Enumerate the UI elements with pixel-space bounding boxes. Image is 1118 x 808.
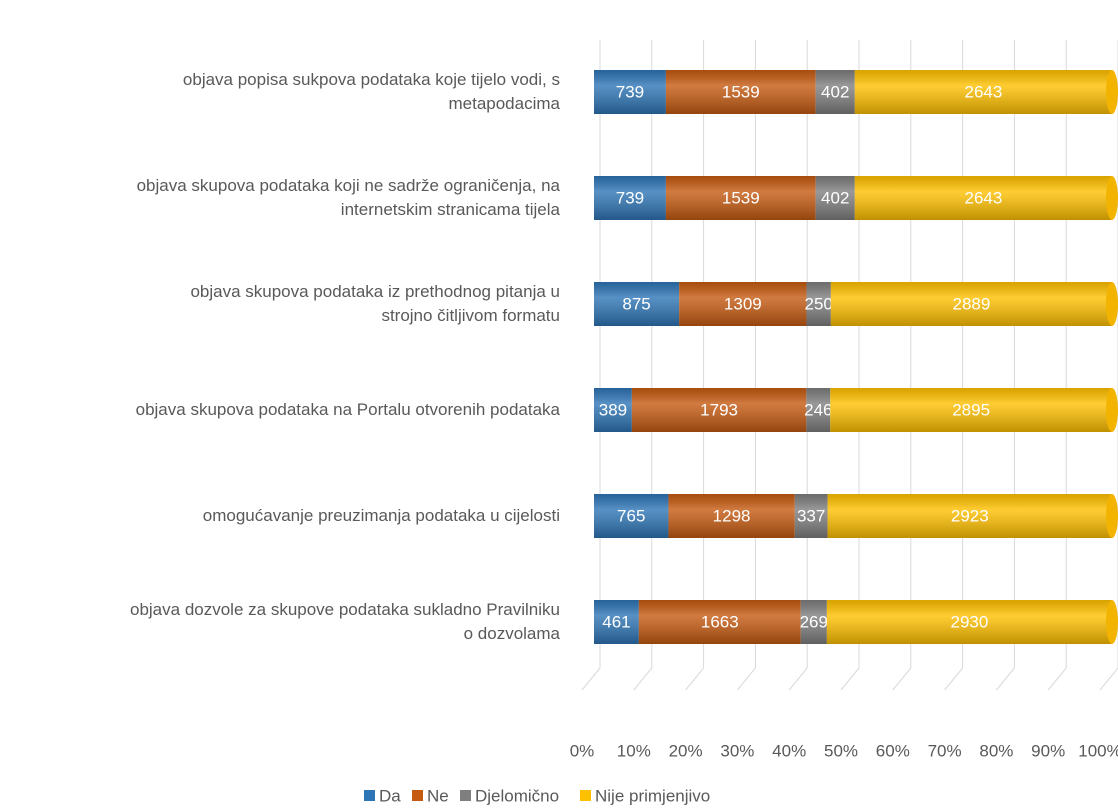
legend-swatch (580, 790, 591, 801)
x-tick-label: 0% (570, 741, 595, 760)
bar-shade (594, 282, 680, 326)
data-label: 461 (602, 612, 630, 631)
data-label: 250 (805, 294, 833, 313)
data-label: 2923 (951, 506, 989, 525)
x-tick-label: 10% (617, 741, 651, 760)
data-label: 246 (804, 400, 832, 419)
x-tick-label: 90% (1031, 741, 1065, 760)
bar-shade (806, 388, 831, 432)
data-label: 269 (800, 612, 828, 631)
bar-shade (826, 600, 1112, 644)
category-label: objava skupova podataka koji ne sadrže o… (136, 176, 560, 219)
x-tick-label: 80% (979, 741, 1013, 760)
bar-shade (827, 494, 1112, 538)
bar-shade (665, 176, 816, 220)
category-label: omogućavanje preuzimanja podataka u cije… (202, 506, 560, 525)
bar-shade (815, 70, 855, 114)
category-label: objava dozvole za skupove podataka sukla… (130, 600, 560, 643)
data-label: 337 (797, 506, 825, 525)
data-label: 2889 (953, 294, 991, 313)
legend-swatch (364, 790, 375, 801)
data-label: 2643 (964, 82, 1002, 101)
x-tick-label: 50% (824, 741, 858, 760)
bar-shade (668, 494, 795, 538)
data-label: 765 (617, 506, 645, 525)
legend-label: Da (379, 786, 401, 805)
bar-shade (594, 176, 666, 220)
legend-swatch (412, 790, 423, 801)
bar-shade (854, 176, 1112, 220)
data-label: 2643 (964, 188, 1002, 207)
bar-shade (830, 388, 1112, 432)
category-label: objava popisa sukpova podataka koje tije… (182, 70, 560, 113)
legend-label: Nije primjenjivo (595, 786, 710, 805)
data-label: 739 (616, 188, 644, 207)
grid-line-3d (1047, 667, 1067, 691)
data-label: 402 (821, 82, 849, 101)
bar-cap (1106, 176, 1118, 220)
bar-shade (594, 70, 666, 114)
data-label: 1298 (713, 506, 751, 525)
data-label: 1793 (700, 400, 738, 419)
data-label: 1539 (722, 188, 760, 207)
bar-cap (1106, 282, 1118, 326)
x-tick-label: 70% (928, 741, 962, 760)
x-tick-label: 100% (1078, 741, 1118, 760)
legend-label: Djelomično (475, 786, 559, 805)
data-label: 1663 (701, 612, 739, 631)
legend-label: Ne (427, 786, 449, 805)
grid-line-3d (737, 667, 756, 691)
grid-line-3d (1099, 667, 1118, 691)
data-label: 739 (616, 82, 644, 101)
data-label: 1539 (722, 82, 760, 101)
bar-shade (594, 388, 632, 432)
x-tick-label: 30% (720, 741, 754, 760)
bar-shade (594, 600, 639, 644)
bar-shade (631, 388, 807, 432)
grid-line-3d (892, 667, 912, 691)
category-label: objava skupova podataka na Portalu otvor… (135, 400, 560, 419)
data-label: 2930 (951, 612, 989, 631)
grid-line-3d (788, 667, 808, 691)
data-label: 402 (821, 188, 849, 207)
bar-shade (806, 282, 831, 326)
category-label: objava skupova podataka iz prethodnog pi… (190, 282, 560, 325)
data-label: 2895 (952, 400, 990, 419)
bar-shade (665, 70, 816, 114)
bar-shade (679, 282, 807, 326)
x-tick-label: 60% (876, 741, 910, 760)
grid-line-3d (840, 667, 860, 691)
data-label: 1309 (724, 294, 762, 313)
bar-cap (1106, 494, 1118, 538)
grid-line-3d (685, 667, 704, 691)
data-label: 389 (599, 400, 627, 419)
bar-cap (1106, 388, 1118, 432)
bar-shade (638, 600, 801, 644)
x-tick-label: 20% (669, 741, 703, 760)
bar-shade (800, 600, 827, 644)
legend-swatch (460, 790, 471, 801)
grid-line-3d (996, 667, 1015, 691)
bar-shade (830, 282, 1112, 326)
grid-line-3d (944, 667, 963, 691)
bar-shade (594, 494, 669, 538)
bar-shade (854, 70, 1112, 114)
x-tick-label: 40% (772, 741, 806, 760)
data-label: 875 (622, 294, 650, 313)
grid-line-3d (633, 667, 653, 691)
bar-cap (1106, 600, 1118, 644)
bar-shade (815, 176, 855, 220)
bar-shade (794, 494, 828, 538)
grid-line-3d (581, 667, 601, 691)
bar-cap (1106, 70, 1118, 114)
